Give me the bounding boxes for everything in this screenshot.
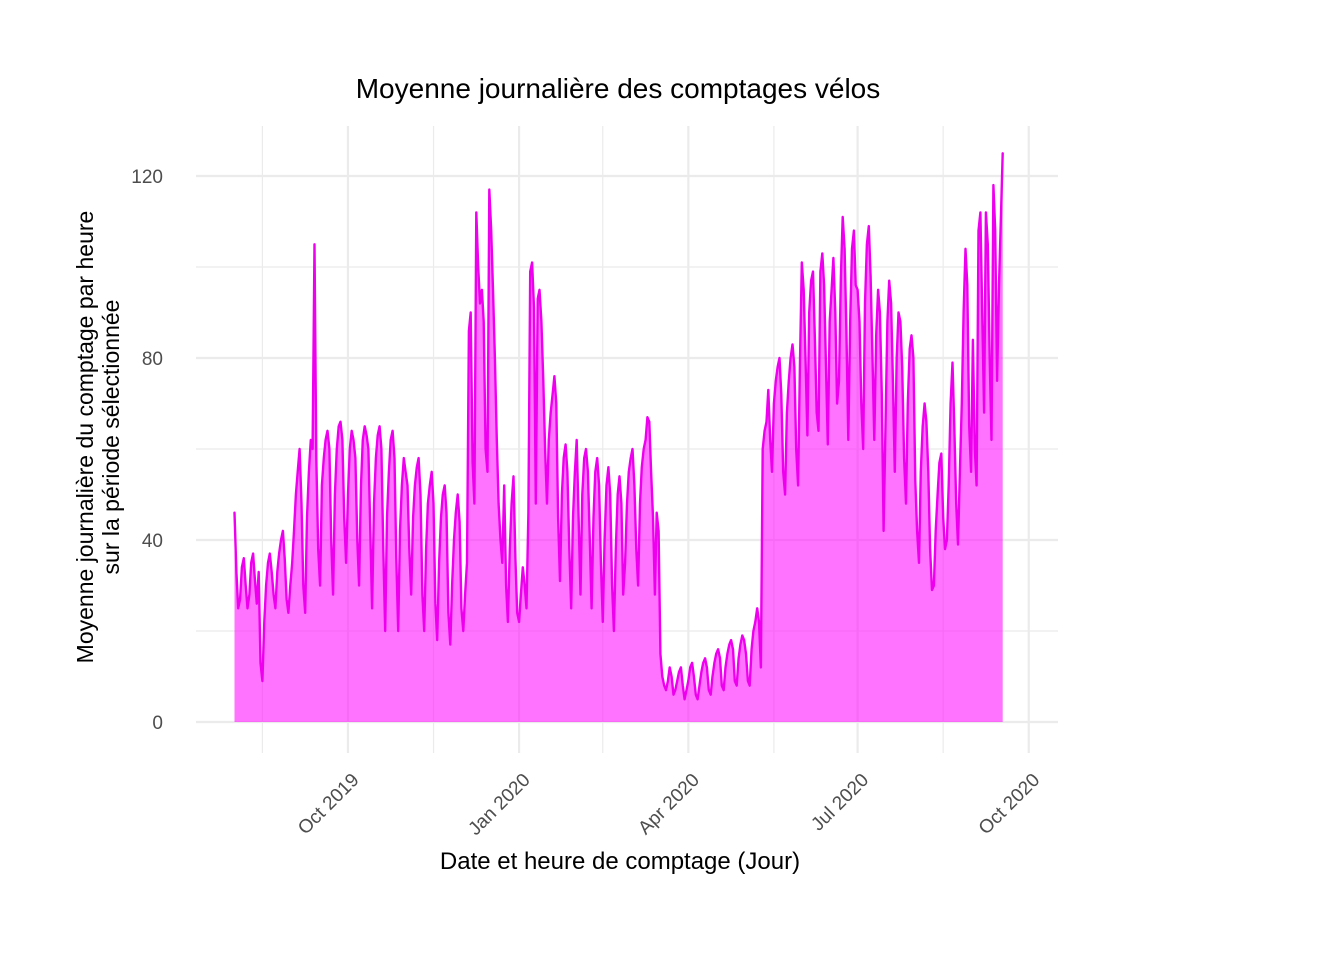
chart-title: Moyenne journalière des comptages vélos bbox=[356, 73, 881, 104]
y-tick-label: 0 bbox=[152, 713, 163, 734]
y-axis-title-line2: sur la période sélectionnée bbox=[98, 300, 124, 575]
x-tick-label: Jan 2020 bbox=[464, 770, 534, 840]
x-tick-label: Oct 2019 bbox=[294, 770, 363, 839]
x-tick-label: Apr 2020 bbox=[634, 770, 703, 839]
plot-panel: 0 40 80 120 Oct 2019 Jan 2020 Apr 2020 Jul 2020… bbox=[131, 126, 1058, 840]
line-series bbox=[233, 152, 1004, 701]
y-tick-label: 40 bbox=[142, 531, 163, 552]
x-tick-label: Oct 2020 bbox=[975, 770, 1044, 839]
y-tick-label: 120 bbox=[131, 167, 163, 188]
y-axis-title-line1: Moyenne journalière du comptage par heur… bbox=[72, 211, 98, 664]
y-axis-title: Moyenne journalière du comptage par heur… bbox=[72, 211, 124, 664]
x-tick-label: Jul 2020 bbox=[807, 770, 873, 836]
area-series bbox=[234, 153, 1003, 723]
x-axis-title: Date et heure de comptage (Jour) bbox=[440, 848, 800, 875]
y-tick-label: 80 bbox=[142, 349, 163, 370]
